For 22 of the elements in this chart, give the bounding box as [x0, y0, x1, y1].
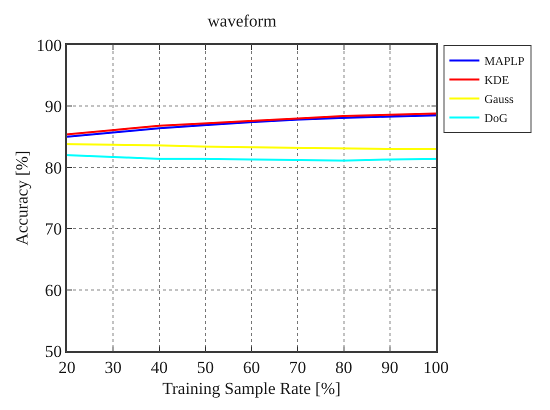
y-tick-label: 70	[44, 220, 62, 239]
y-tick-label: 60	[44, 280, 62, 300]
legend-label: MAPLP	[484, 54, 525, 68]
y-tick-label: 80	[44, 158, 62, 178]
x-tick-label: 70	[289, 358, 306, 378]
legend-label: KDE	[484, 73, 510, 88]
y-tick-label: 50	[44, 342, 62, 361]
x-tick-label: 20	[58, 358, 76, 378]
legend-label: Gauss	[484, 92, 514, 106]
chart-title: waveform	[208, 11, 276, 30]
y-tick-label: 100	[36, 36, 62, 55]
y-axis-title: Accuracy [%]	[12, 150, 32, 246]
x-tick-label: 30	[104, 358, 122, 378]
x-tick-label: 100	[423, 358, 449, 378]
x-tick-label: 90	[381, 358, 398, 378]
x-tick-label: 80	[335, 358, 352, 378]
legend-label: DoG	[484, 111, 508, 126]
x-axis-title: Training Sample Rate [%]	[162, 379, 341, 398]
x-tick-label: 40	[150, 358, 168, 378]
x-tick-label: 50	[196, 358, 214, 378]
x-tick-label: 60	[243, 358, 260, 378]
y-tick-label: 90	[44, 97, 62, 116]
